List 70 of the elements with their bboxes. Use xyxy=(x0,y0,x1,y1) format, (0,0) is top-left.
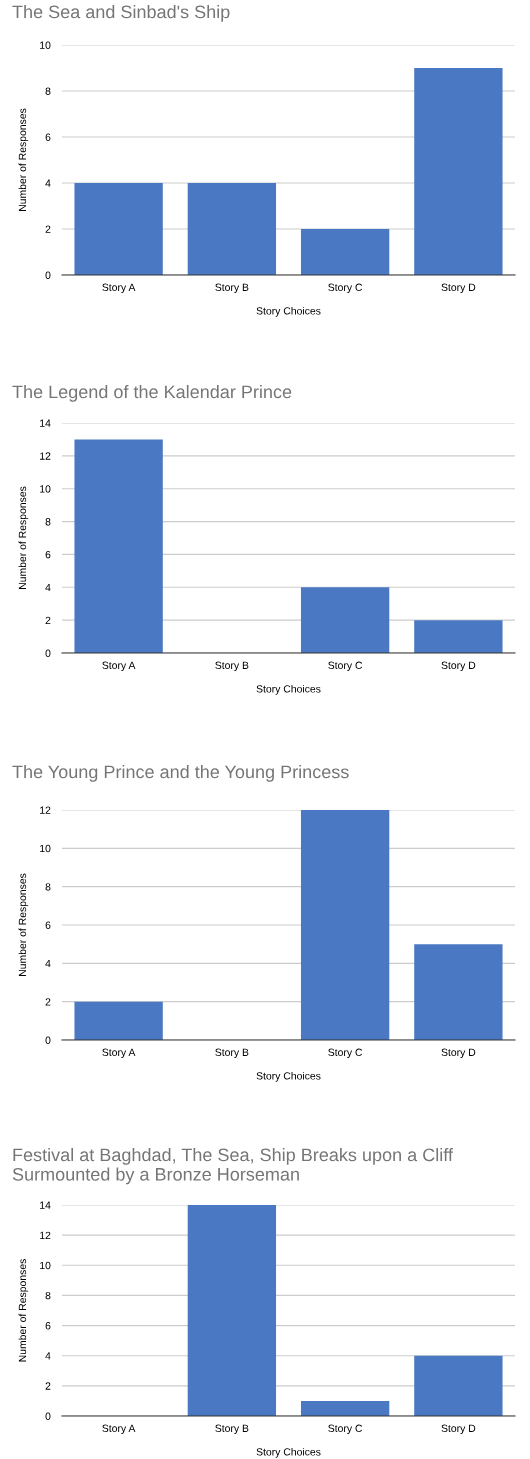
y-tick-label: 2 xyxy=(45,225,51,233)
x-tick-label: Story A xyxy=(102,1424,136,1435)
bar xyxy=(414,68,503,275)
y-axis-title: Number of Responses xyxy=(18,108,29,211)
x-tick-label: Story D xyxy=(441,1424,476,1435)
x-axis-title: Story Choices xyxy=(256,1447,321,1458)
chart-title: The Young Prince and the Young Princess xyxy=(12,765,349,782)
y-tick-label: 0 xyxy=(45,271,51,279)
y-tick-label: 14 xyxy=(40,419,51,427)
x-tick-label: Story C xyxy=(328,283,363,294)
y-tick-label: 10 xyxy=(40,485,51,493)
chart-title: The Sea and Sinbad's Ship xyxy=(12,5,230,22)
y-tick-label: 0 xyxy=(45,1412,51,1420)
y-tick-label: 12 xyxy=(40,452,51,460)
x-tick-label: Story D xyxy=(441,283,476,294)
y-tick-label: 10 xyxy=(40,844,51,853)
y-tick-label: 14 xyxy=(40,1201,51,1209)
y-axis-title: Number of Responses xyxy=(18,873,29,976)
bar xyxy=(300,587,390,653)
y-tick-label: 0 xyxy=(45,649,51,657)
x-axis-title: Story Choices xyxy=(256,684,321,695)
x-tick-label: Story B xyxy=(215,661,249,672)
y-tick-label: 6 xyxy=(45,550,51,559)
y-tick-label: 6 xyxy=(45,133,51,141)
y-tick-label: 8 xyxy=(45,518,51,526)
y-axis-title: Number of Responses xyxy=(18,486,29,589)
y-tick-label: 2 xyxy=(45,1382,51,1390)
bar xyxy=(414,620,503,653)
y-tick-label: 2 xyxy=(45,616,51,624)
chart-title: Festival at Baghdad, The Sea, Ship Breaks upon a Cliff Surmounted by a Bronze Horseman xyxy=(12,1148,454,1185)
chart-title: The Legend of the Kalendar Prince xyxy=(12,385,292,402)
y-tick-label: 4 xyxy=(45,583,51,592)
bar xyxy=(300,810,390,1040)
bar xyxy=(74,439,163,653)
x-axis-title: Story Choices xyxy=(256,306,321,317)
x-tick-label: Story A xyxy=(102,1048,136,1059)
y-tick-label: 12 xyxy=(40,806,51,814)
y-tick-label: 4 xyxy=(45,1352,51,1360)
y-axis-title: Number of Responses xyxy=(18,1259,29,1362)
y-tick-label: 4 xyxy=(45,959,51,968)
x-tick-label: Story D xyxy=(441,661,476,672)
bar xyxy=(414,1355,503,1416)
bar xyxy=(187,183,277,275)
x-tick-label: Story D xyxy=(441,1048,476,1059)
x-tick-label: Story B xyxy=(215,1424,249,1435)
x-tick-label: Story B xyxy=(215,283,249,294)
bar xyxy=(187,1205,277,1416)
y-tick-label: 2 xyxy=(45,998,51,1006)
x-tick-label: Story B xyxy=(215,1048,249,1059)
x-tick-label: Story C xyxy=(328,1424,363,1435)
y-tick-label: 12 xyxy=(40,1231,51,1239)
x-tick-label: Story A xyxy=(102,661,136,672)
y-tick-label: 4 xyxy=(45,179,51,187)
x-tick-label: Story C xyxy=(328,1048,363,1059)
y-tick-label: 10 xyxy=(40,1261,51,1270)
y-tick-label: 8 xyxy=(45,1291,51,1300)
x-tick-label: Story C xyxy=(328,661,363,672)
bar xyxy=(74,183,163,275)
x-tick-label: Story A xyxy=(102,283,136,294)
y-tick-label: 0 xyxy=(45,1036,51,1044)
y-tick-label: 8 xyxy=(45,883,51,891)
y-tick-label: 6 xyxy=(45,921,51,929)
y-tick-label: 10 xyxy=(40,41,51,49)
bar xyxy=(300,229,390,275)
bar xyxy=(74,1001,163,1040)
x-axis-title: Story Choices xyxy=(256,1071,321,1082)
y-tick-label: 6 xyxy=(45,1322,51,1330)
bar xyxy=(414,944,503,1040)
bar xyxy=(300,1400,390,1416)
y-tick-label: 8 xyxy=(45,87,51,95)
